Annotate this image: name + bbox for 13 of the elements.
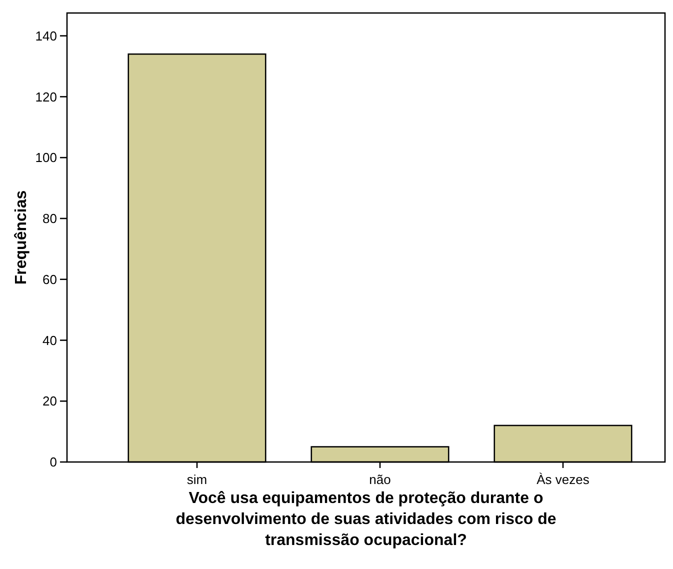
x-tick-label: sim [186, 472, 208, 487]
y-tick-label: 40 [42, 332, 57, 348]
y-tick-label: 0 [50, 454, 57, 470]
y-tick-label: 20 [42, 394, 57, 409]
y-axis-title: Frequências [13, 190, 30, 285]
y-tick-label: 140 [35, 28, 57, 44]
x-tick-label: Às vezes [536, 472, 590, 487]
x-axis-title: Você usa equipamentos de proteção durante o desenvolvimento de suas atividades com risco de transmissão ocupacional? [176, 490, 556, 549]
y-tick-label: 100 [35, 150, 57, 166]
y-tick-label: 80 [42, 211, 57, 226]
y-tick-label: 60 [42, 272, 57, 287]
y-tick-label: 120 [35, 89, 57, 104]
x-tick-label: não [369, 472, 391, 487]
